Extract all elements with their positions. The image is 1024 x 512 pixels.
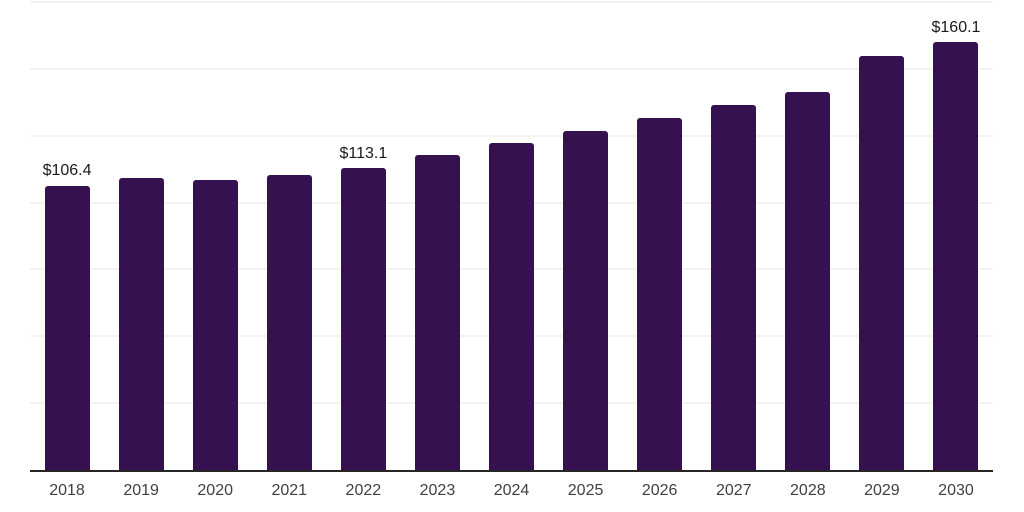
bar-value-label-2018: $106.4 bbox=[42, 162, 92, 180]
gridline-150 bbox=[30, 67, 993, 70]
bar-2029 bbox=[859, 55, 905, 470]
bar-slot-2020 bbox=[178, 2, 252, 470]
bar-2025 bbox=[563, 130, 609, 470]
gridline-125 bbox=[30, 134, 993, 137]
bar-slot-2030: $160.1 bbox=[919, 2, 993, 470]
bar-slot-2027 bbox=[697, 2, 771, 470]
bar-2023 bbox=[414, 154, 460, 470]
bar-value-label-2030: $160.1 bbox=[931, 18, 981, 36]
bar-value-label-2022: $113.1 bbox=[339, 144, 388, 162]
bar-2030 bbox=[933, 41, 979, 470]
x-axis-label-2024: 2024 bbox=[493, 482, 530, 499]
bar-2027 bbox=[711, 105, 757, 470]
x-axis-label-2029: 2029 bbox=[864, 482, 900, 499]
x-axis-label-2021: 2021 bbox=[271, 482, 308, 499]
x-axis-label-2019: 2019 bbox=[123, 482, 159, 499]
bar-2021 bbox=[266, 174, 312, 470]
bar-slot-2029 bbox=[845, 2, 919, 470]
bar-2024 bbox=[489, 142, 534, 470]
bar-slot-2026 bbox=[623, 2, 697, 470]
x-axis-label-2023: 2023 bbox=[419, 482, 456, 499]
bar-2022 bbox=[340, 167, 386, 470]
bar-2018 bbox=[44, 185, 90, 470]
x-axis-label-2027: 2027 bbox=[715, 482, 752, 499]
bar-slot-2019 bbox=[104, 2, 178, 470]
x-axis-label-2018: 2018 bbox=[49, 482, 85, 499]
bar-slot-2018: $106.4 bbox=[30, 2, 104, 470]
x-axis-label-2022: 2022 bbox=[345, 482, 382, 499]
x-axis-label-2028: 2028 bbox=[790, 482, 826, 499]
bar-slot-2024 bbox=[474, 2, 548, 470]
plot-area: $106.4 $113.1 $160.1 bbox=[30, 1, 993, 472]
x-axis-label-2025: 2025 bbox=[567, 482, 604, 499]
x-axis-label-2026: 2026 bbox=[641, 482, 678, 499]
bar-slot-2021 bbox=[252, 2, 326, 470]
x-axis-labels: 2018 2019 2020 2021 2022 2023 2024 2025 2026 2027… bbox=[30, 481, 993, 500]
x-axis-label-2020: 2020 bbox=[197, 482, 233, 499]
bar-slot-2025 bbox=[549, 2, 623, 470]
bar-2020 bbox=[192, 179, 238, 470]
gridline-175 bbox=[30, 1, 993, 3]
bar-2028 bbox=[785, 91, 831, 470]
bar-slot-2022: $113.1 bbox=[326, 2, 400, 470]
bar-slot-2028 bbox=[771, 2, 845, 470]
bar-slot-2023 bbox=[400, 2, 474, 470]
bar-2026 bbox=[637, 118, 683, 470]
bar-2019 bbox=[118, 177, 164, 470]
bars-container: $106.4 $113.1 $160.1 bbox=[30, 2, 993, 470]
x-axis-label-2030: 2030 bbox=[938, 482, 974, 499]
